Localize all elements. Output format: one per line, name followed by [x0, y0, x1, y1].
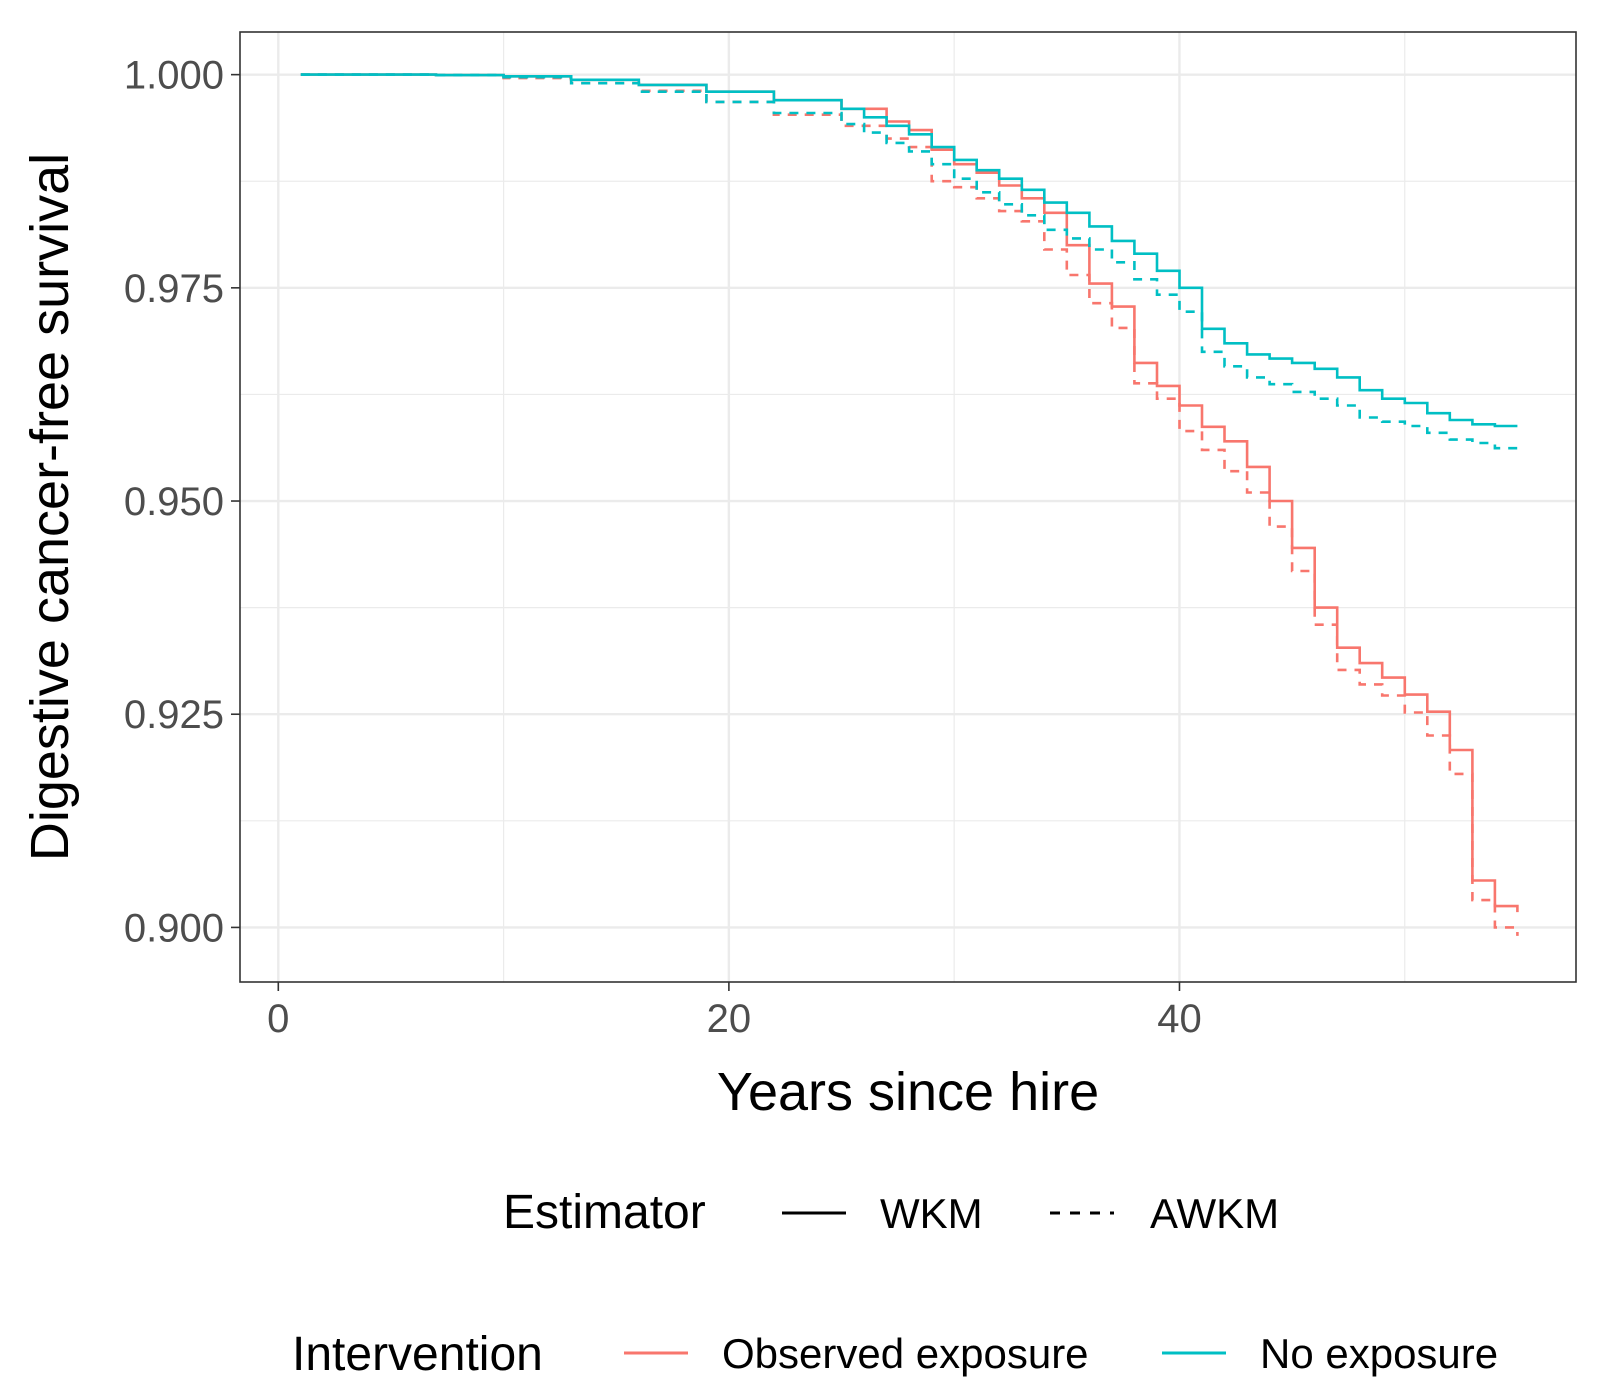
y-tick-label: 0.900 — [124, 906, 224, 950]
legend-intervention-title: Intervention — [292, 1328, 543, 1381]
legend-label-awkm: AWKM — [1150, 1190, 1279, 1237]
legend-label-observed-exposure: Observed exposure — [722, 1330, 1089, 1377]
y-tick-label: 1.000 — [124, 54, 224, 98]
x-axis-title: Years since hire — [717, 1062, 1099, 1122]
x-tick-label: 0 — [267, 997, 289, 1041]
legend-label-no-exposure: No exposure — [1260, 1330, 1498, 1377]
x-tick-label: 40 — [1157, 997, 1202, 1041]
legend-intervention: Intervention Observed exposure No exposu… — [292, 1328, 1498, 1381]
y-tick-label: 0.950 — [124, 480, 224, 524]
y-tick-label: 0.925 — [124, 693, 224, 737]
legend-estimator: Estimator WKM AWKM — [503, 1186, 1279, 1239]
y-axis-title: Digestive cancer-free survival — [20, 153, 80, 861]
series-line-observed-exposure-awkm — [300, 73, 1519, 936]
panel-border — [239, 31, 1577, 983]
series-line-no-exposure-wkm — [300, 73, 1518, 428]
series-lines — [300, 73, 1519, 936]
legend-label-wkm: WKM — [880, 1190, 983, 1237]
series-line-no-exposure-awkm — [300, 73, 1519, 450]
axes: 0 20 40 0.900 0.925 0.950 0.975 1.000 — [124, 54, 1202, 1041]
y-tick-label: 0.975 — [124, 267, 224, 311]
x-tick-label: 20 — [707, 997, 752, 1041]
grid-lines — [240, 32, 1576, 982]
legend-estimator-title: Estimator — [503, 1186, 706, 1239]
